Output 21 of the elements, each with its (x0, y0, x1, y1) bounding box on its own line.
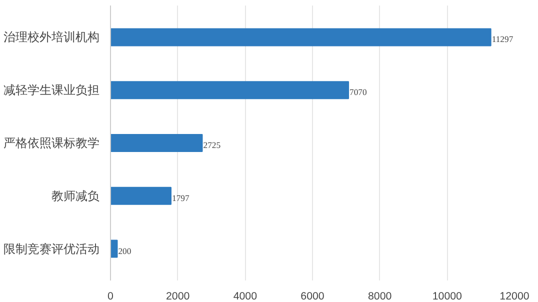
data-label: 11297 (492, 34, 514, 44)
x-tick-label: 2000 (166, 290, 190, 302)
bar (110, 134, 203, 152)
bar (110, 28, 492, 46)
x-tick-label: 6000 (300, 290, 324, 302)
y-tick-label: 减轻学生课业负担 (4, 83, 100, 98)
y-tick-label: 严格依照课标教学 (4, 136, 100, 150)
x-tick-label: 10000 (432, 290, 462, 302)
x-tick-label: 12000 (500, 290, 530, 302)
data-label: 200 (118, 246, 132, 256)
data-label: 7070 (350, 87, 367, 98)
bar (110, 186, 172, 205)
x-tick-label: 8000 (368, 290, 392, 302)
y-tick-label: 教师减负 (52, 188, 100, 203)
x-tick-label: 4000 (233, 290, 258, 302)
data-label: 1797 (172, 192, 190, 203)
x-tick-label: 0 (108, 290, 114, 302)
data-label: 2725 (203, 140, 221, 150)
y-tick-label: 治理校外培训机构 (4, 30, 100, 44)
y-tick-label: 限制竞赛评优活动 (4, 242, 100, 256)
bar (110, 81, 350, 100)
